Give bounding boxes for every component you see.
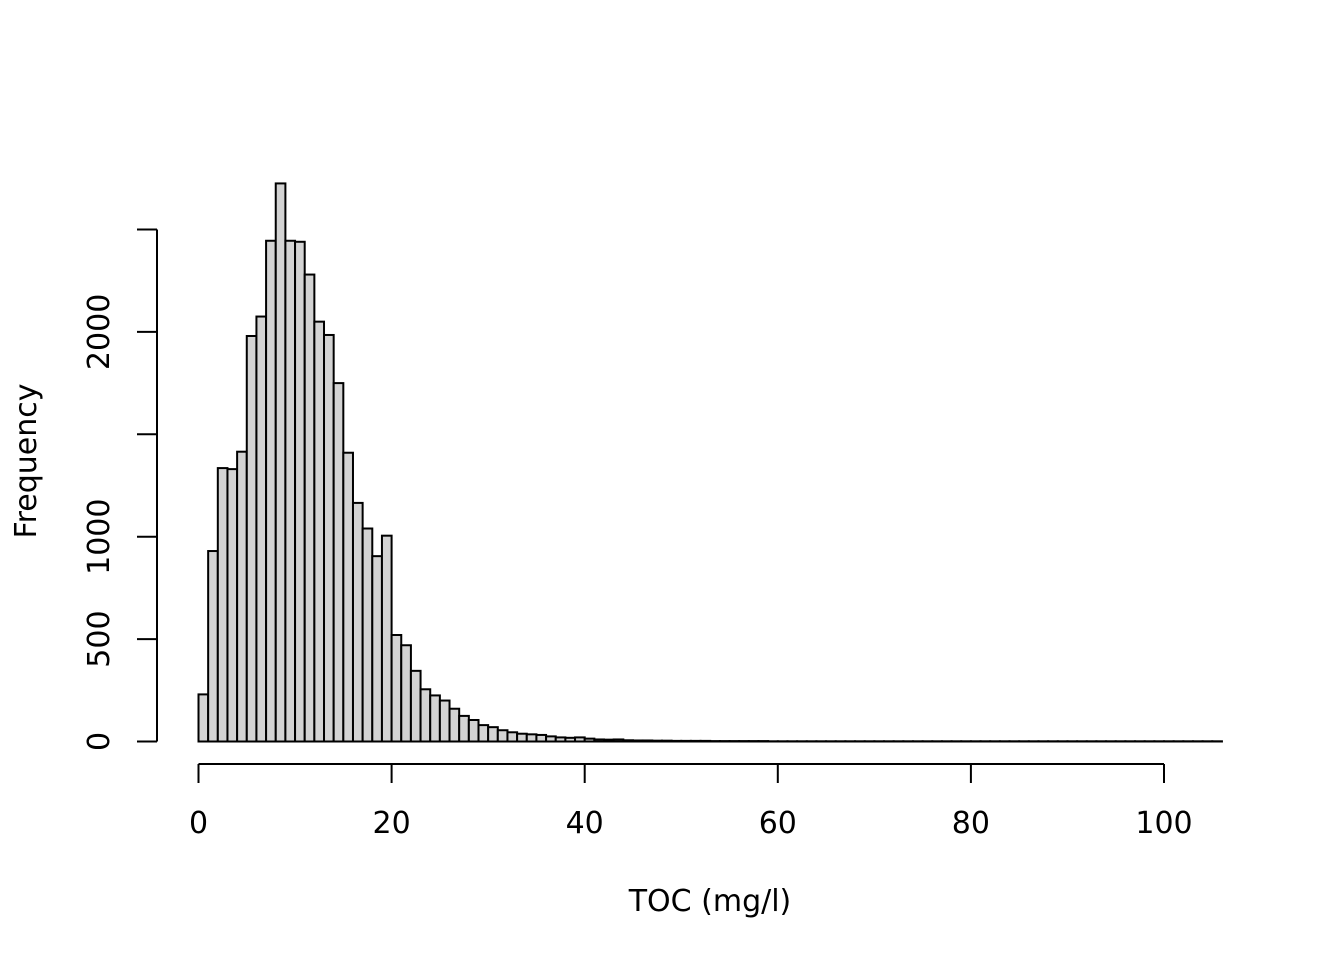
histogram-bar (197, 693, 210, 743)
x-tick-label: 100 (1135, 806, 1192, 841)
histogram-bar (284, 239, 297, 743)
x-axis: 0 20 40 60 80 100 (189, 763, 1193, 841)
histogram-bar (506, 731, 519, 743)
histogram-bar (477, 724, 490, 743)
histogram-bar (361, 527, 374, 743)
histogram-bar (216, 467, 229, 743)
histogram-bar (525, 733, 538, 743)
histogram-bar (467, 718, 480, 743)
y-tick-label: 500 (82, 610, 117, 667)
histogram-bar (564, 736, 577, 743)
histogram-bar (593, 738, 606, 743)
y-axis-title: Frequency (9, 384, 44, 539)
histogram-bar (380, 534, 393, 743)
x-tick-label: 80 (952, 806, 990, 841)
histogram-bar (680, 739, 692, 743)
histogram-bar (438, 699, 451, 743)
histogram-bar (583, 737, 596, 743)
histogram-bar (448, 707, 461, 743)
y-tick-label: 0 (82, 732, 117, 751)
histogram-bar (226, 468, 239, 743)
histogram-bar (342, 451, 354, 743)
histogram-bar (603, 738, 615, 743)
y-tick-label: 2000 (82, 294, 117, 370)
histogram-bar (236, 450, 248, 743)
histogram-bar (535, 733, 548, 743)
y-tick-label: 1000 (82, 499, 117, 575)
x-tick-label: 60 (759, 806, 797, 841)
x-tick-label: 0 (189, 806, 208, 841)
histogram-bar (371, 555, 383, 743)
histogram-bar (419, 688, 432, 743)
histogram-bar (332, 382, 345, 743)
histogram-bar (265, 239, 277, 743)
histogram-bar (313, 320, 326, 743)
histogram-bar (351, 501, 364, 743)
histogram-bar (699, 739, 712, 743)
histogram-bar (207, 550, 219, 743)
histogram-bar (294, 240, 306, 743)
histogram-bar (651, 739, 663, 743)
histogram-bar (516, 732, 528, 743)
histogram-bar (545, 735, 557, 743)
histogram-bar (622, 739, 634, 743)
histogram-bars (197, 182, 1223, 743)
histogram-bar (496, 729, 509, 743)
histogram-bar (574, 736, 586, 743)
histogram-bar (458, 714, 470, 743)
histogram-bar (660, 739, 673, 743)
histogram-bar (554, 736, 567, 743)
histogram-bar (400, 644, 412, 743)
histogram-bar (670, 739, 683, 743)
histogram-bar (274, 182, 287, 743)
histogram-bar (631, 739, 644, 743)
histogram-bar (390, 634, 403, 743)
histogram-bar (689, 739, 702, 743)
histogram-bar (255, 315, 268, 743)
x-tick-label: 40 (566, 806, 604, 841)
y-axis: 0 500 1000 2000 (82, 228, 158, 751)
histogram-bar (612, 738, 625, 743)
x-axis-title: TOC (mg/l) (628, 884, 792, 919)
histogram-bar (323, 333, 335, 743)
histogram-bar (429, 694, 441, 743)
histogram-bar (409, 669, 422, 743)
histogram-bar (641, 739, 654, 743)
histogram-bar (245, 334, 258, 743)
histogram-bar (303, 273, 316, 743)
x-tick-label: 20 (373, 806, 411, 841)
histogram-bar (487, 726, 499, 743)
